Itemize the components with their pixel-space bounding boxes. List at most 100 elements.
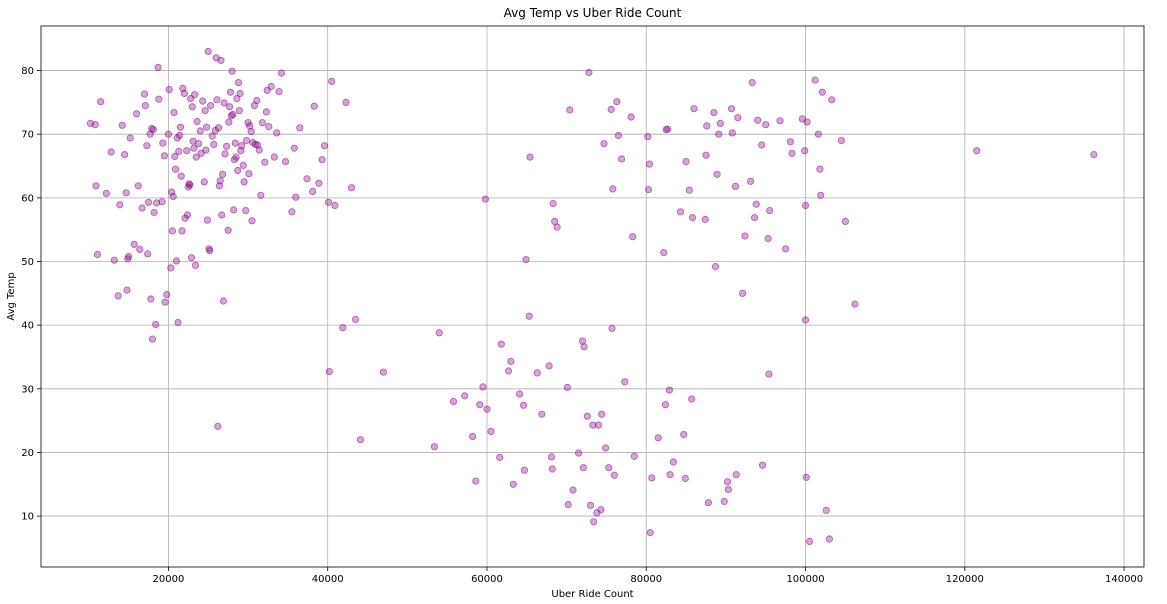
scatter-point xyxy=(190,144,198,152)
y-tick-label: 20 xyxy=(21,448,34,459)
scatter-point xyxy=(851,300,859,308)
scatter-point xyxy=(191,261,200,269)
scatter-point xyxy=(229,110,237,119)
scatter-point xyxy=(648,474,656,482)
scatter-point xyxy=(207,102,215,110)
scatter-point xyxy=(310,102,318,110)
scatter-point xyxy=(507,357,515,365)
scatter-point xyxy=(661,401,670,409)
y-tick-label: 40 xyxy=(21,321,34,332)
scatter-point xyxy=(232,153,240,161)
scatter-point xyxy=(152,320,160,329)
scatter-point xyxy=(325,367,333,376)
scatter-point xyxy=(92,182,100,190)
scatter-point xyxy=(270,153,278,161)
scatter-point xyxy=(727,105,736,113)
scatter-point xyxy=(613,98,621,106)
scatter-point xyxy=(566,106,574,114)
scatter-point xyxy=(822,506,830,514)
scatter-point xyxy=(973,147,981,155)
scatter-point xyxy=(664,125,672,133)
x-tick-label: 80000 xyxy=(630,574,662,585)
scatter-point xyxy=(435,329,443,337)
scatter-point xyxy=(163,290,171,299)
scatter-point xyxy=(176,123,184,131)
scatter-point xyxy=(605,464,613,472)
scatter-point xyxy=(288,208,296,216)
scatter-point xyxy=(646,528,654,537)
scatter-point xyxy=(223,142,231,150)
scatter-point xyxy=(255,146,263,154)
scatter-point xyxy=(579,464,587,472)
scatter-point xyxy=(481,195,489,203)
scatter-point xyxy=(315,179,323,187)
scatter-point xyxy=(660,249,668,257)
data-points xyxy=(86,47,1098,546)
scatter-point xyxy=(526,153,534,161)
scatter-point xyxy=(248,217,256,225)
scatter-point xyxy=(724,485,732,493)
scatter-point xyxy=(614,131,623,140)
scatter-point xyxy=(629,233,637,241)
scatter-point xyxy=(219,170,227,178)
scatter-point xyxy=(802,473,810,481)
scatter-point xyxy=(569,486,577,494)
scatter-point xyxy=(144,250,152,258)
scatter-point xyxy=(654,434,662,442)
scatter-point xyxy=(208,132,216,140)
scatter-point xyxy=(308,187,317,196)
scatter-point xyxy=(645,160,654,168)
scatter-point xyxy=(217,56,225,65)
scatter-point xyxy=(134,182,142,190)
scatter-point xyxy=(118,121,126,129)
scatter-point xyxy=(776,117,784,125)
scatter-point xyxy=(277,69,286,77)
scatter-point xyxy=(685,186,693,194)
scatter-point xyxy=(701,215,709,224)
scatter-point xyxy=(468,432,477,441)
scatter-point xyxy=(161,298,169,306)
scatter-point xyxy=(258,119,266,127)
scatter-point xyxy=(681,474,689,483)
x-axis-ticks: 20000 40000 60000 80000 100000 120000 140000 xyxy=(153,567,1143,585)
scatter-point xyxy=(183,147,191,155)
scatter-point xyxy=(215,124,223,132)
scatter-point xyxy=(172,257,180,265)
scatter-point xyxy=(598,410,606,418)
scatter-point xyxy=(347,184,356,192)
scatter-point xyxy=(750,214,759,222)
scatter-point xyxy=(265,123,273,131)
scatter-point xyxy=(545,362,553,370)
scatter-point xyxy=(152,199,161,207)
scatter-point xyxy=(236,89,244,98)
scatter-point xyxy=(682,158,690,166)
scatter-point xyxy=(110,256,118,264)
scatter-point xyxy=(116,201,124,209)
scatter-point xyxy=(183,211,192,219)
scatter-point xyxy=(138,204,146,212)
scatter-point xyxy=(154,63,162,72)
scatter-point xyxy=(191,91,199,99)
scatter-point xyxy=(296,124,304,132)
scatter-point xyxy=(476,401,484,409)
scatter-point xyxy=(233,95,241,103)
scatter-point xyxy=(228,67,236,75)
scatter-point xyxy=(160,152,168,160)
scatter-point xyxy=(538,410,546,418)
scatter-point xyxy=(509,480,517,488)
scatter-point xyxy=(515,390,524,398)
scatter-point xyxy=(253,96,261,105)
scatter-point xyxy=(580,343,588,351)
scatter-point xyxy=(617,155,626,163)
scatter-point xyxy=(290,144,298,152)
scatter-point xyxy=(732,471,740,479)
scatter-point xyxy=(519,401,528,409)
scatter-point xyxy=(93,250,102,259)
scatter-point xyxy=(801,201,810,210)
scatter-point xyxy=(275,88,283,96)
scatter-point xyxy=(180,89,188,98)
scatter-point xyxy=(164,130,172,138)
scatter-point xyxy=(586,501,595,509)
scatter-point xyxy=(764,235,772,243)
